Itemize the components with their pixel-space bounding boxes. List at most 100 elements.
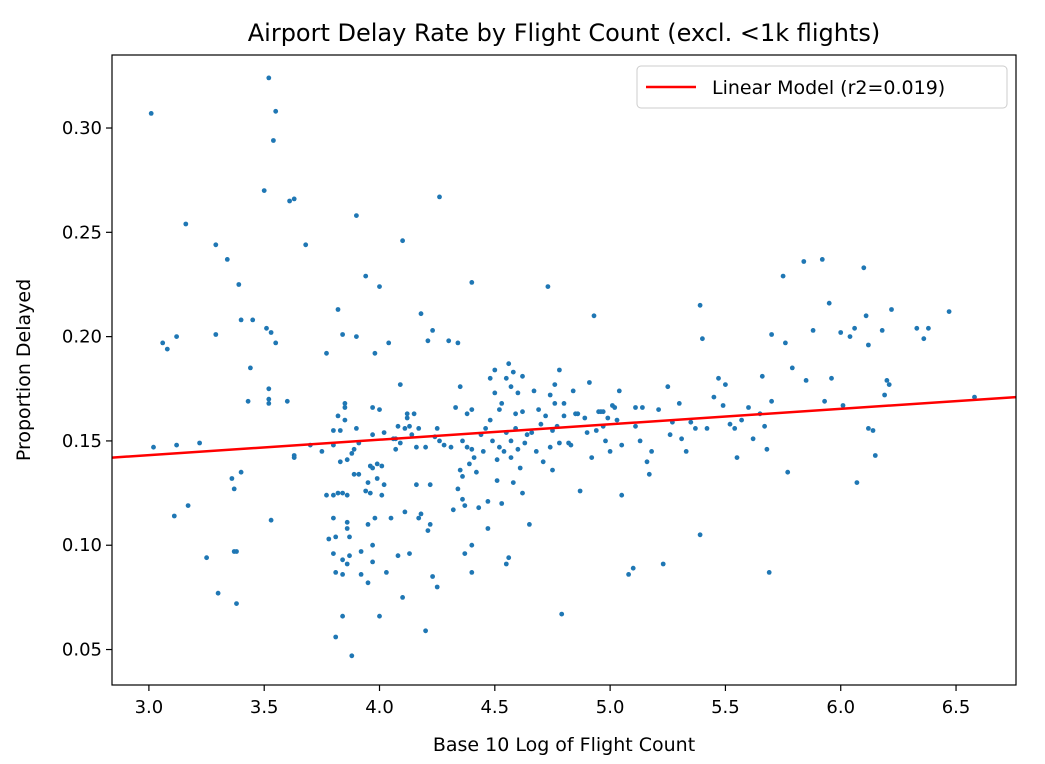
data-point [469, 446, 475, 452]
data-point [416, 515, 422, 521]
regression-line-layer [111, 395, 1017, 459]
data-point [476, 505, 482, 511]
data-point [852, 325, 857, 331]
data-point [552, 401, 558, 406]
x-tick-label: 4.5 [480, 697, 509, 718]
data-point [693, 426, 698, 431]
data-point [197, 440, 203, 446]
data-point [370, 559, 375, 565]
data-point [455, 486, 461, 492]
y-tick-label: 0.20 [62, 327, 102, 348]
data-point [926, 325, 931, 331]
data-point [600, 409, 606, 415]
data-point [520, 490, 525, 496]
data-point [337, 459, 343, 465]
data-point [497, 444, 502, 450]
data-point [480, 449, 486, 454]
data-point [411, 411, 417, 417]
data-point [697, 302, 703, 308]
data-point [854, 480, 860, 485]
scatter-points [148, 75, 977, 659]
data-point [589, 455, 595, 460]
data-point [331, 515, 336, 521]
x-tick-label: 3.5 [250, 697, 279, 718]
data-point [557, 440, 562, 446]
data-point [826, 300, 832, 306]
data-point [400, 595, 405, 600]
data-point [485, 526, 491, 531]
data-point [510, 369, 516, 375]
data-point [803, 378, 809, 383]
y-axis: 0.05 0.10 0.15 0.20 0.25 0.30 [62, 118, 112, 661]
data-point [344, 492, 350, 498]
data-point [331, 551, 336, 556]
data-point [238, 317, 244, 323]
data-point [508, 384, 514, 390]
data-point [174, 442, 180, 448]
data-point [640, 405, 645, 410]
data-point [557, 367, 562, 373]
data-point [700, 336, 705, 342]
data-point [667, 432, 673, 438]
data-point [464, 444, 470, 450]
data-point [358, 549, 364, 554]
data-point [291, 455, 297, 460]
data-point [342, 417, 348, 423]
data-point [501, 449, 507, 454]
data-point [547, 392, 553, 398]
data-point [395, 553, 401, 559]
data-point [224, 257, 230, 262]
x-tick-label: 5.0 [596, 697, 625, 718]
data-point [351, 471, 357, 477]
data-point [750, 436, 756, 442]
data-point [515, 446, 521, 452]
data-point [822, 398, 827, 404]
data-point [340, 572, 345, 577]
data-point [838, 330, 844, 335]
data-point [148, 111, 154, 116]
data-point [582, 415, 588, 421]
data-point [720, 403, 726, 408]
y-tick-label: 0.30 [62, 118, 102, 139]
data-point [746, 405, 751, 410]
data-point [234, 549, 239, 554]
data-point [679, 436, 684, 442]
data-point [331, 428, 336, 433]
data-point [568, 442, 574, 448]
data-point [335, 490, 341, 496]
data-point [605, 415, 611, 421]
data-point [354, 426, 359, 431]
data-point [780, 273, 786, 279]
data-point [464, 411, 470, 417]
data-point [646, 471, 652, 477]
data-point [425, 338, 431, 344]
data-point [349, 451, 355, 456]
data-point [861, 265, 867, 271]
data-point [764, 446, 770, 452]
data-point [665, 384, 671, 390]
data-point [377, 613, 382, 619]
data-point [427, 482, 433, 488]
data-point [264, 325, 269, 331]
data-point [540, 459, 546, 465]
data-point [506, 555, 512, 561]
data-point [337, 428, 343, 433]
data-point [273, 340, 279, 346]
data-point [418, 511, 424, 517]
data-point [273, 108, 279, 114]
data-point [204, 555, 210, 561]
data-point [492, 367, 498, 373]
data-point [513, 411, 518, 417]
data-point [245, 398, 251, 404]
data-point [291, 196, 297, 202]
data-point [160, 340, 166, 346]
data-point [344, 457, 350, 463]
data-point [151, 444, 156, 450]
data-point [303, 242, 309, 248]
data-point [414, 444, 419, 450]
data-point [347, 553, 352, 559]
data-point [386, 340, 392, 346]
data-point [367, 490, 373, 496]
data-point [335, 413, 341, 419]
data-point [508, 438, 514, 444]
